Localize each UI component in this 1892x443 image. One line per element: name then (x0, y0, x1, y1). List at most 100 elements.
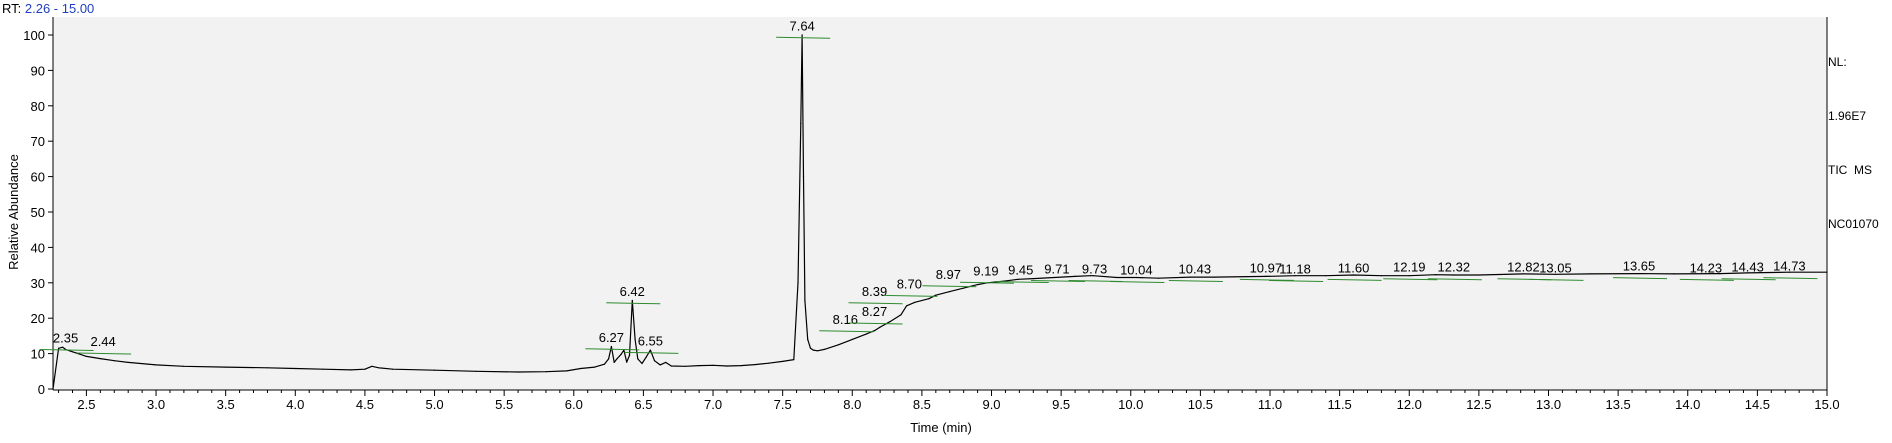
y-tick-label: 20 (31, 311, 45, 326)
integration-baseline (624, 351, 679, 354)
integration-baseline (77, 352, 132, 355)
trace-point (99, 358, 101, 360)
integration-baseline (848, 322, 903, 325)
trace-point (949, 291, 951, 293)
trace-point (58, 347, 60, 349)
x-tick-label: 12.5 (1466, 397, 1491, 412)
y-tick-label: 30 (31, 276, 45, 291)
trace-point (1325, 275, 1327, 277)
y-tick-label: 100 (23, 28, 45, 43)
trace-point (85, 355, 87, 357)
integration-baseline (1030, 279, 1085, 282)
peak-label: 14.23 (1690, 260, 1723, 275)
file-name: NC01070 (1828, 217, 1879, 231)
peak-label: 10.04 (1120, 263, 1153, 278)
nl-label: NL: (1828, 55, 1847, 69)
y-tick-label: 0 (38, 382, 45, 397)
plot-background (53, 17, 1827, 390)
peak-label-layer: 2.35 2.44 6.27 6.42 6.55 7.64 8.16 8.27 8.39 8.70… (39, 18, 1818, 355)
x-tick-label: 6.0 (565, 397, 583, 412)
integration-baseline (922, 285, 977, 288)
x-tick-label: 12.0 (1397, 397, 1422, 412)
peak-label: 9.71 (1044, 261, 1069, 276)
x-tick-label: 9.0 (982, 397, 1000, 412)
trace-point (634, 338, 636, 340)
trace-point (797, 282, 799, 284)
trace-point (1478, 274, 1480, 276)
integration-baseline (1721, 278, 1776, 281)
trace-point (1213, 276, 1215, 278)
trace-point (740, 365, 742, 367)
peak-label: 9.45 (1008, 263, 1033, 278)
x-tick-label: 7.0 (704, 397, 722, 412)
y-axis-title: Relative Abundance (6, 154, 21, 270)
trace-point (809, 347, 812, 349)
integration-baseline (959, 281, 1014, 284)
trace-point (823, 348, 826, 350)
x-tick-label: 11.0 (1258, 397, 1282, 412)
trace-point (698, 365, 700, 367)
trace-point (1190, 276, 1192, 278)
trace-point (641, 362, 643, 365)
x-tick-label: 9.5 (1052, 397, 1070, 412)
peak-label: 8.27 (862, 304, 887, 319)
integration-baseline (819, 330, 874, 333)
trace-point (1294, 275, 1296, 277)
nl-value: 1.96E7 (1828, 109, 1867, 123)
trace-point (475, 370, 477, 372)
integration-baseline (1239, 278, 1294, 281)
x-tick-label: 13.5 (1605, 397, 1630, 412)
integration-baseline (1679, 278, 1734, 281)
x-tick-label: 11.5 (1327, 397, 1351, 412)
trace-point (1089, 275, 1091, 277)
integration-baseline (1613, 277, 1668, 280)
trace-point (616, 358, 618, 360)
trace-point (620, 353, 622, 355)
integration-baseline (1529, 278, 1584, 281)
trace-point (1554, 273, 1557, 275)
trace-point (928, 298, 930, 300)
trace-point (1116, 276, 1118, 279)
trace-point (812, 349, 814, 351)
trace-point (1522, 273, 1524, 275)
trace-point (371, 365, 373, 367)
trace-point (793, 359, 795, 361)
x-tick-label: 5.0 (425, 397, 443, 412)
y-tick-label: 90 (31, 63, 45, 78)
peak-label: 9.73 (1082, 261, 1107, 276)
peak-label: 11.60 (1338, 260, 1370, 275)
trace-point (653, 360, 656, 362)
trace-point (1353, 274, 1355, 276)
trace-point (1719, 273, 1721, 275)
trace-point (610, 345, 613, 348)
trace-point (127, 361, 129, 363)
peak-label: 11.18 (1279, 261, 1311, 276)
trace-point (1074, 275, 1076, 277)
integration-baseline (1110, 281, 1165, 284)
x-tick-label: 5.5 (495, 397, 513, 412)
y-tick-label: 60 (31, 170, 45, 185)
trace-point (1135, 276, 1137, 279)
integration-baseline (606, 302, 661, 305)
peak-label: 2.35 (53, 331, 78, 346)
trace-point (726, 365, 728, 367)
x-tick-label: 10.5 (1188, 397, 1213, 412)
integration-baseline (883, 294, 938, 297)
peak-label: 12.32 (1438, 260, 1471, 275)
peak-label: 8.16 (833, 312, 858, 327)
peak-label: 8.70 (897, 276, 922, 291)
peak-label: 9.19 (973, 263, 998, 278)
rt-range-value: 2.26 - 15.00 (24, 1, 95, 16)
integration-baseline (39, 349, 94, 352)
trace-info: NL: 1.96E7 TIC MS NC01070 (1828, 17, 1879, 251)
integration-baseline (1383, 278, 1438, 281)
rt-range-header: RT: 2.26 - 15.00 (2, 1, 94, 16)
trace-point (294, 367, 296, 370)
integration-baseline (848, 302, 903, 305)
trace-point (613, 361, 615, 363)
y-tick-label: 70 (31, 134, 45, 149)
peak-label: 8.97 (936, 267, 961, 282)
trace-point (865, 333, 867, 335)
trace-point (900, 314, 902, 316)
